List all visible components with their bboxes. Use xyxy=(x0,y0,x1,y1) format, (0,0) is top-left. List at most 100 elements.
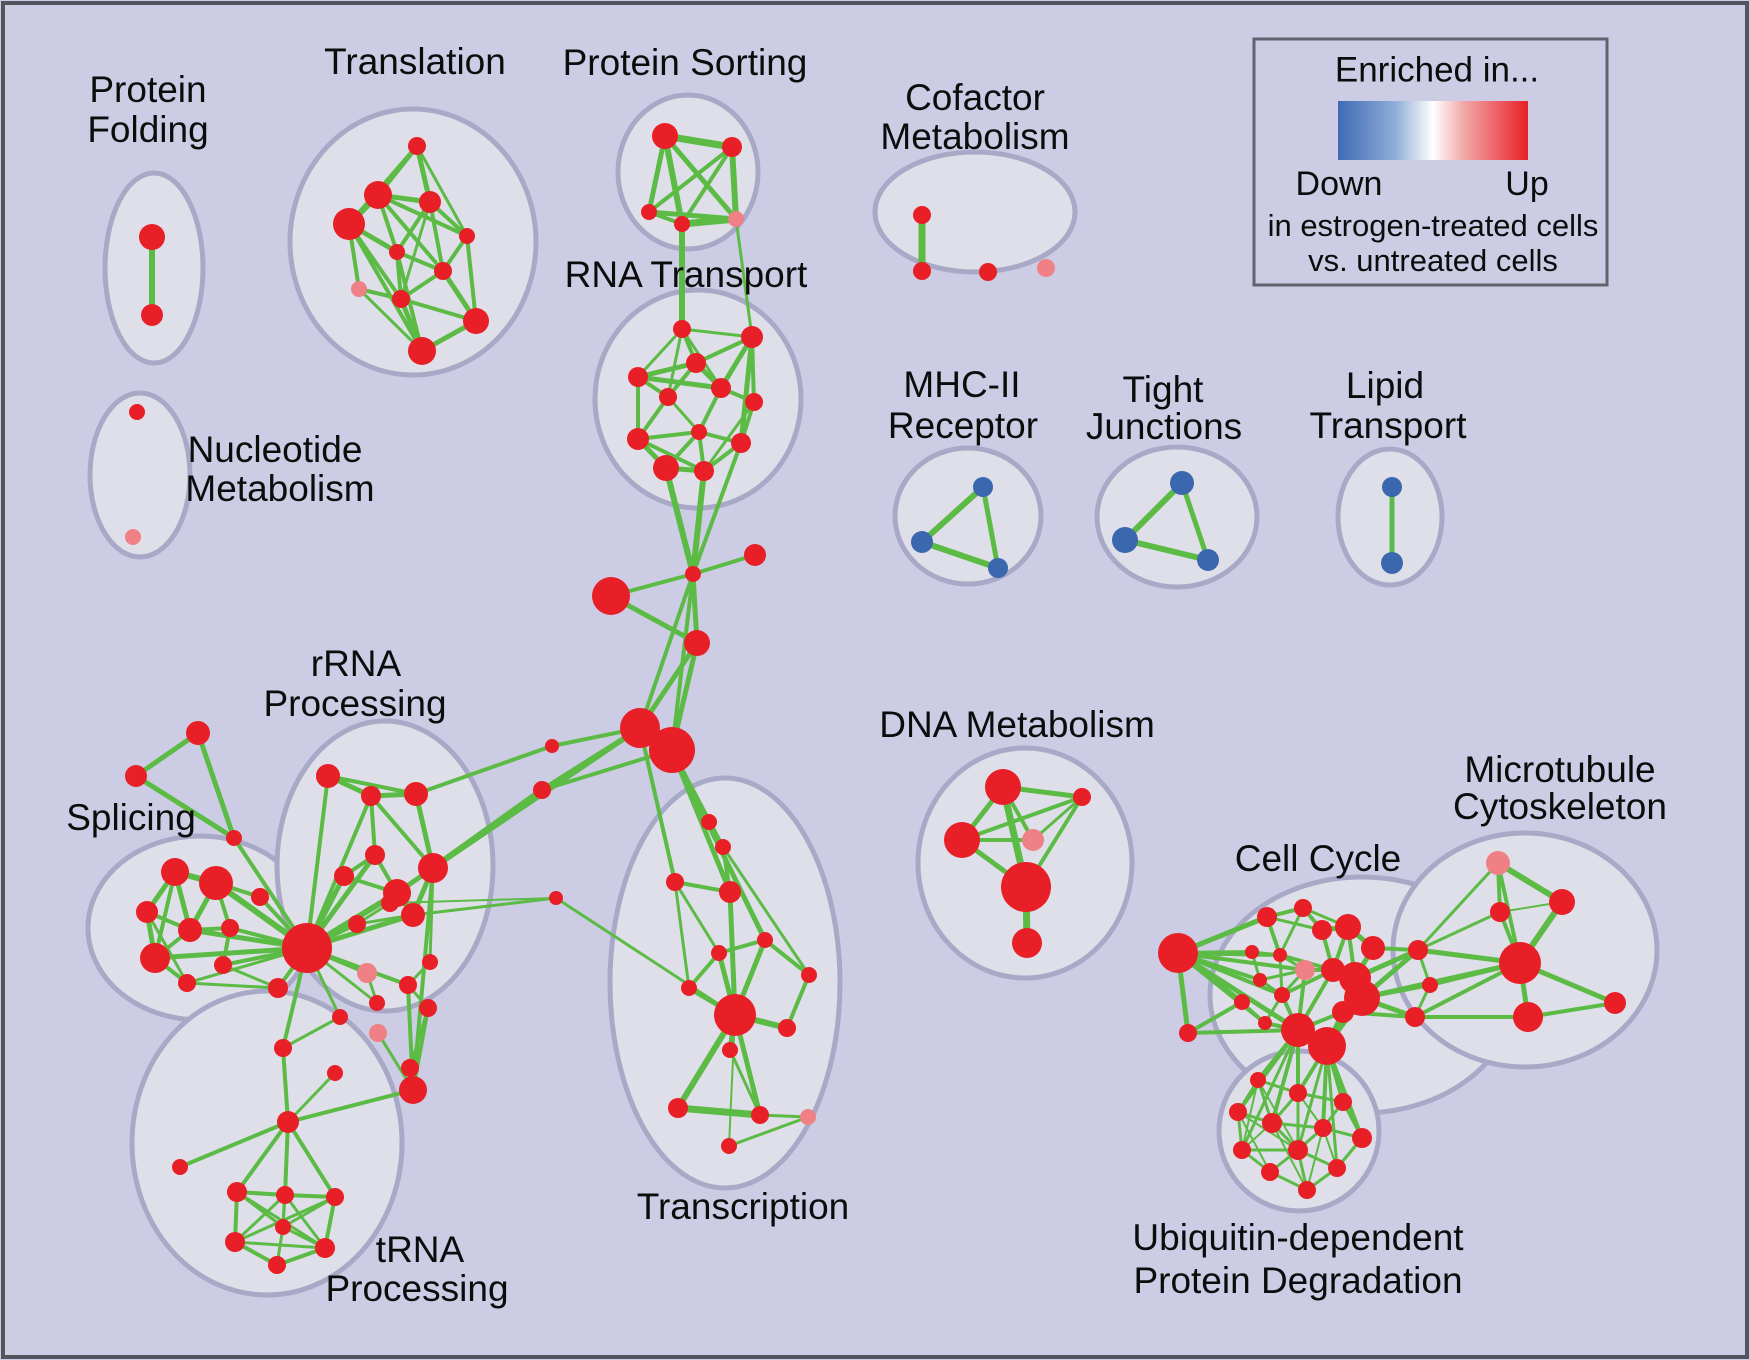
node-lt1 xyxy=(1382,477,1402,497)
node-tr6 xyxy=(389,244,405,260)
cluster-label-dna-metabolism-line-0: DNA Metabolism xyxy=(879,704,1155,745)
node-c6 xyxy=(685,566,701,582)
cluster-label-cell-cycle-line-0: Cell Cycle xyxy=(1235,838,1402,879)
node-mp xyxy=(1486,851,1510,875)
node-r17 xyxy=(332,1009,348,1025)
node-u2 xyxy=(1289,1084,1307,1102)
node-u3 xyxy=(1334,1093,1352,1111)
edge-r17-r21 xyxy=(281,1015,342,1050)
node-hub xyxy=(282,923,332,973)
node-h7 xyxy=(275,1219,291,1235)
cluster-label-transcription-line-0: Transcription xyxy=(637,1186,849,1227)
node-ccp xyxy=(1295,960,1315,980)
edge-ps2-ps4 xyxy=(680,145,734,226)
edge-x2-x10 xyxy=(763,938,811,977)
edge-s7-s10 xyxy=(185,981,280,990)
node-rt7 xyxy=(659,388,677,406)
edge-tr2-tr7 xyxy=(376,193,445,273)
node-k1 xyxy=(1408,940,1428,960)
node-lt2 xyxy=(1381,552,1403,574)
node-u11 xyxy=(1261,1163,1279,1181)
node-r21 xyxy=(274,1039,292,1057)
node-x1 xyxy=(711,945,727,961)
node-x5 xyxy=(778,1019,796,1037)
node-c4 xyxy=(533,781,551,799)
node-r19 xyxy=(399,1076,427,1104)
edge-tj1-tj2 xyxy=(1122,480,1185,543)
node-c5 xyxy=(592,577,630,615)
edge-t1-t2 xyxy=(133,730,201,779)
node-x9 xyxy=(800,1109,816,1125)
edge-s3-s7 xyxy=(145,910,189,985)
edge-m1-r19 xyxy=(286,1088,415,1124)
edge-r2-r7 xyxy=(369,794,435,870)
node-tr8 xyxy=(351,281,367,297)
node-cc12 xyxy=(1344,980,1380,1016)
node-mt1 xyxy=(1549,889,1575,915)
node-k3 xyxy=(1405,1007,1425,1027)
node-tr7 xyxy=(434,262,452,280)
node-h5 xyxy=(315,1238,335,1258)
legend: Enriched in... Down Up in estrogen-treat… xyxy=(1252,37,1609,287)
edge-c11-x10 xyxy=(721,845,811,977)
node-cc16 xyxy=(1179,1024,1197,1042)
edge-rt1-rt2 xyxy=(680,327,754,339)
edge-u4-u11 xyxy=(1237,1111,1271,1173)
node-h3 xyxy=(326,1188,344,1206)
node-h1 xyxy=(227,1182,247,1202)
legend-up-label: Up xyxy=(1505,165,1548,203)
node-mt3 xyxy=(1513,1002,1543,1032)
edge-rt6-rt12 xyxy=(702,400,756,473)
node-s3 xyxy=(136,901,158,923)
node-r13 xyxy=(399,976,417,994)
node-ps3 xyxy=(641,204,657,220)
node-cc4 xyxy=(1335,914,1361,940)
legend-caption-line-2: vs. untreated cells xyxy=(1308,243,1558,278)
edge-x11-x9 xyxy=(727,1115,810,1148)
node-u10 xyxy=(1328,1159,1346,1177)
node-mh2 xyxy=(911,531,933,553)
cluster-label-trna-processing-line-1: Processing xyxy=(325,1268,508,1309)
node-u8 xyxy=(1233,1141,1251,1159)
node-rt9 xyxy=(691,424,707,440)
edge-u1-u8 xyxy=(1241,1079,1259,1151)
cluster-label-nucleotide-metabolism-line-0: Nucleotide xyxy=(188,429,363,470)
cluster-label-mhc-ii-receptor-line-1: Receptor xyxy=(888,405,1038,446)
cluster-label-mhc-ii-receptor-line-0: MHC-II xyxy=(903,364,1020,405)
node-cc8 xyxy=(1253,973,1267,987)
node-cc6 xyxy=(1245,945,1259,959)
node-tr5 xyxy=(459,228,475,244)
edge-tr5-tr10 xyxy=(465,234,478,323)
node-ch1 xyxy=(1281,1013,1315,1047)
cluster-label-rrna-processing-line-0: rRNA xyxy=(311,643,402,684)
cluster-label-microtubule-cytoskeleton-line-0: Microtubule xyxy=(1464,749,1655,790)
node-cc15 xyxy=(1258,1016,1272,1030)
edge-cc14-cc16 xyxy=(1186,1000,1244,1035)
node-r7 xyxy=(418,853,448,883)
node-r1 xyxy=(316,764,340,788)
node-rt3 xyxy=(628,367,648,387)
edge-ch2-u10 xyxy=(1325,1044,1339,1170)
node-u4 xyxy=(1229,1103,1247,1121)
cluster-label-tight-junctions-line-0: Tight xyxy=(1123,369,1205,410)
cluster-label-protein-folding-line-0: Protein xyxy=(89,69,206,110)
edge-m1-h3 xyxy=(286,1120,337,1199)
node-r4 xyxy=(365,845,385,865)
node-ccb xyxy=(1158,933,1198,973)
edge-ch1-u8 xyxy=(1240,1028,1300,1152)
edge-tr2-tr5 xyxy=(376,193,469,238)
node-c13 xyxy=(719,881,741,903)
legend-down-label: Down xyxy=(1296,165,1383,203)
edge-r21-m1 xyxy=(281,1046,290,1124)
node-u1 xyxy=(1250,1072,1266,1088)
node-cc3 xyxy=(1312,920,1332,940)
cluster-label-splicing-line-0: Splicing xyxy=(66,797,196,838)
node-x3 xyxy=(681,980,697,996)
node-rt4 xyxy=(686,353,706,373)
node-u6 xyxy=(1314,1119,1332,1137)
edge-c3-r3 xyxy=(414,744,554,796)
cluster-ellipse-cofactor-metabolism xyxy=(872,149,1078,275)
edge-u6-u12 xyxy=(1306,1127,1324,1191)
